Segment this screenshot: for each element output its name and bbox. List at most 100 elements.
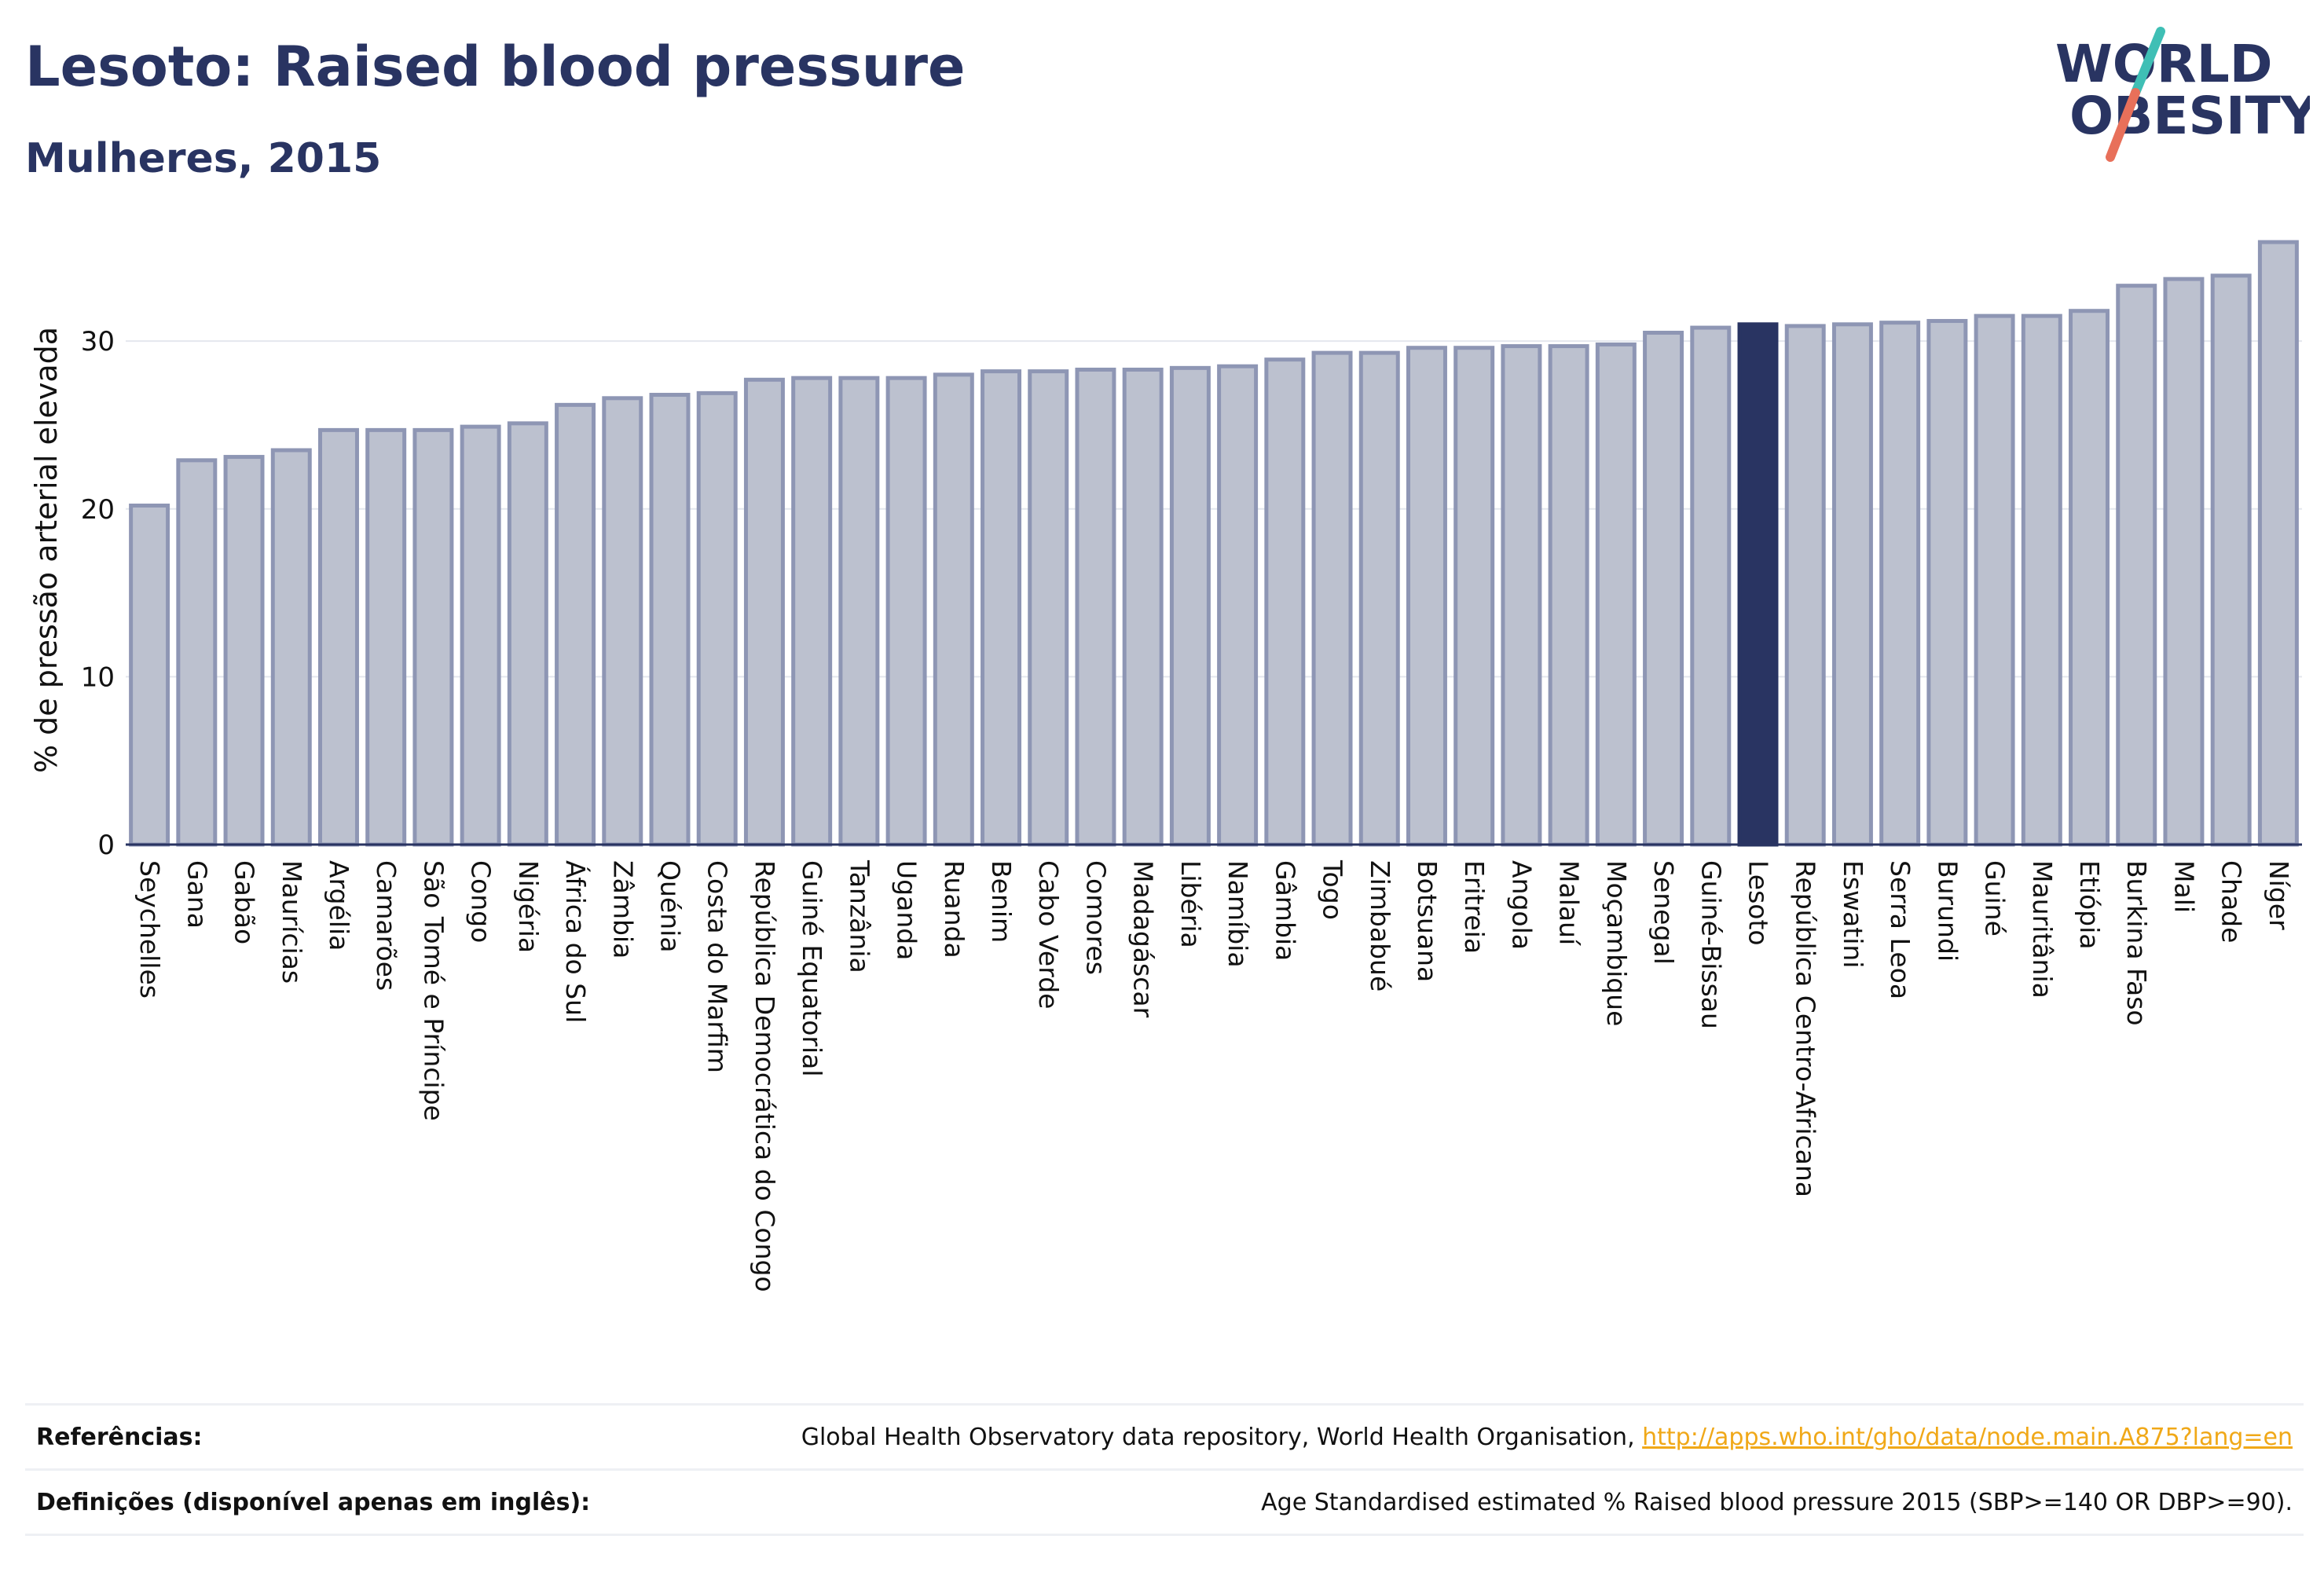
x-tick-label: Libéria xyxy=(1175,860,1206,948)
bar[interactable] xyxy=(1264,357,1306,847)
x-tick-label: Moçambique xyxy=(1601,860,1632,1026)
x-tick-label: Guiné-Bissau xyxy=(1695,860,1726,1029)
bar[interactable] xyxy=(507,421,548,847)
page-subtitle: Mulheres, 2015 xyxy=(25,135,382,182)
y-tick-label: 30 xyxy=(81,326,115,357)
logo-text-obesity: OBESITY xyxy=(2069,86,2310,146)
bar[interactable] xyxy=(1548,344,1589,847)
x-tick-label: Congo xyxy=(466,860,497,943)
x-tick-label: Níger xyxy=(2264,860,2294,930)
bar[interactable] xyxy=(412,427,454,847)
logo-slash-teal xyxy=(2131,27,2165,97)
x-tick-label: Tanzânia xyxy=(844,859,874,973)
x-tick-label: Burkina Faso xyxy=(2121,860,2152,1026)
bar[interactable] xyxy=(1879,321,1921,847)
bar[interactable] xyxy=(1311,350,1353,847)
bar[interactable] xyxy=(1122,367,1164,847)
bar-chart: 0 10 20 30 Seychelles Gana Gabão Maurícias Argé… xyxy=(29,240,2302,1292)
bar[interactable] xyxy=(1974,313,2015,847)
x-tick-label: Gâmbia xyxy=(1270,860,1300,961)
x-tick-label: Madagáscar xyxy=(1128,860,1159,1018)
x-tick-label: Senegal xyxy=(1648,860,1679,965)
bar[interactable] xyxy=(2257,240,2299,847)
bar[interactable] xyxy=(129,504,170,847)
bar[interactable] xyxy=(933,372,974,847)
bar[interactable] xyxy=(2210,273,2252,847)
x-tick-label: Lesoto xyxy=(1743,860,1774,946)
bar[interactable] xyxy=(223,455,265,847)
bar[interactable] xyxy=(1643,330,1684,847)
x-tick-label: Benim xyxy=(986,860,1017,943)
bar[interactable] xyxy=(1784,324,1826,847)
x-tick-label: Chade xyxy=(2216,860,2247,943)
x-tick-label: Botsuana xyxy=(1412,860,1442,982)
bar-highlight[interactable] xyxy=(1737,322,1779,847)
bar[interactable] xyxy=(791,376,833,847)
x-tick-label: República Centro-Africana xyxy=(1791,860,1821,1197)
references-link[interactable]: http://apps.who.int/gho/data/node.main.A… xyxy=(1642,1423,2293,1451)
y-tick-label: 0 xyxy=(97,830,115,861)
x-tick-label: Togo xyxy=(1318,859,1348,920)
bar[interactable] xyxy=(1169,365,1211,847)
x-tick-label: Gana xyxy=(181,860,212,929)
bar[interactable] xyxy=(602,396,643,847)
x-tick-label: Mauritânia xyxy=(2027,860,2058,999)
bar[interactable] xyxy=(885,376,927,847)
y-axis-label: % de pressão arterial elevada xyxy=(29,327,64,773)
bar[interactable] xyxy=(981,369,1022,847)
x-tick-label: Namíbia xyxy=(1222,860,1253,968)
bar[interactable] xyxy=(1406,346,1447,847)
x-tick-label: Uganda xyxy=(892,860,922,960)
x-tick-label: Seychelles xyxy=(134,860,165,999)
x-tick-label: República Democrática do Congo xyxy=(750,860,780,1292)
logo-text-world: WORLD xyxy=(2055,34,2273,94)
bar-layer xyxy=(129,240,2299,847)
references-label: Referências: xyxy=(36,1423,203,1451)
bar[interactable] xyxy=(1075,367,1116,847)
bar[interactable] xyxy=(1595,342,1637,847)
bar[interactable] xyxy=(2116,284,2157,847)
bar[interactable] xyxy=(317,427,359,847)
references-text: Global Health Observatory data repositor… xyxy=(801,1423,1643,1451)
bar[interactable] xyxy=(649,393,691,847)
bar[interactable] xyxy=(365,427,407,847)
y-tick-label: 20 xyxy=(81,494,115,526)
x-tick-label: Camarões xyxy=(371,860,401,991)
x-tick-label: Serra Leoa xyxy=(1885,860,1915,999)
axis-layer: 0 10 20 30 xyxy=(81,326,2302,861)
definitions-label: Definições (disponível apenas em inglês)… xyxy=(36,1488,591,1516)
bar[interactable] xyxy=(696,390,738,847)
bar[interactable] xyxy=(1358,350,1400,847)
bar[interactable] xyxy=(460,424,501,847)
x-tick-label: Nigéria xyxy=(513,860,544,953)
bar[interactable] xyxy=(555,402,596,847)
page-title: Lesoto: Raised blood pressure xyxy=(25,35,966,99)
definitions-row: Definições (disponível apenas em inglês)… xyxy=(25,1468,2304,1536)
x-tick-label: Etiópia xyxy=(2074,860,2105,950)
x-tick-label: Angola xyxy=(1506,860,1537,950)
bar[interactable] xyxy=(1501,344,1542,847)
bar[interactable] xyxy=(270,448,312,847)
references-row: Referências: Global Health Observatory d… xyxy=(25,1403,2304,1468)
bar[interactable] xyxy=(1926,319,1968,847)
bar[interactable] xyxy=(1831,322,1873,847)
bar[interactable] xyxy=(1028,369,1069,847)
x-tick-label: Costa do Marfim xyxy=(702,860,733,1073)
bar[interactable] xyxy=(1453,346,1495,847)
x-tick-label: África do Sul xyxy=(560,860,592,1023)
x-tick-label: Burundi xyxy=(1932,860,1963,962)
x-tick-label: Mali xyxy=(2168,860,2199,913)
bar[interactable] xyxy=(1217,364,1259,847)
bar[interactable] xyxy=(743,377,785,847)
bar[interactable] xyxy=(2069,309,2110,847)
bar[interactable] xyxy=(176,458,218,847)
logo-slash-red xyxy=(2106,88,2140,162)
x-tick-label: Argélia xyxy=(324,860,354,951)
bar[interactable] xyxy=(2163,277,2205,847)
x-tick-label: Quénia xyxy=(655,860,686,953)
bar[interactable] xyxy=(1690,325,1732,847)
x-tick-label: Ruanda xyxy=(939,860,970,958)
x-tick-label: Eswatini xyxy=(1838,860,1868,968)
bar[interactable] xyxy=(2021,313,2062,847)
bar[interactable] xyxy=(838,376,880,847)
